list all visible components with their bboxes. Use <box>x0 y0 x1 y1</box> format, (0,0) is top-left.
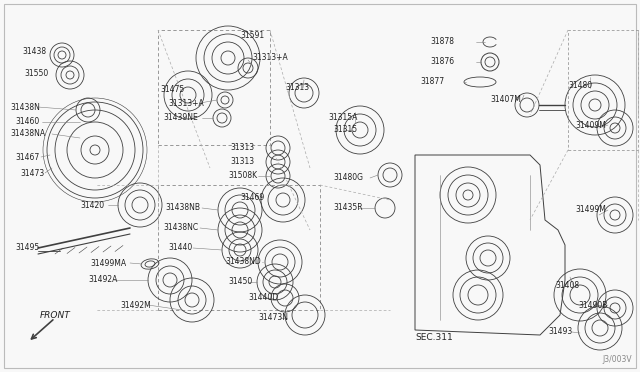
Text: 31435R: 31435R <box>333 203 363 212</box>
Text: 31473N: 31473N <box>258 314 288 323</box>
Text: 31480: 31480 <box>568 80 592 90</box>
Text: 31408: 31408 <box>555 280 579 289</box>
Text: 31313+A: 31313+A <box>252 52 288 61</box>
Text: 31439NE: 31439NE <box>163 113 198 122</box>
Text: 31492A: 31492A <box>88 276 117 285</box>
Text: 31467: 31467 <box>15 153 39 161</box>
Text: 31469: 31469 <box>240 192 264 202</box>
Text: 31878: 31878 <box>430 38 454 46</box>
Text: 31440D: 31440D <box>248 294 278 302</box>
Text: 31438ND: 31438ND <box>225 257 260 266</box>
Text: 31877: 31877 <box>420 77 444 87</box>
Text: 31499M: 31499M <box>575 205 606 215</box>
Text: 31313: 31313 <box>230 157 254 167</box>
Text: 31407M: 31407M <box>490 96 521 105</box>
Bar <box>568 30 638 150</box>
Text: 31313+A: 31313+A <box>168 99 204 108</box>
Bar <box>158 185 320 310</box>
Text: 31313: 31313 <box>285 83 309 93</box>
Text: 31450: 31450 <box>228 278 252 286</box>
Text: J3/003V: J3/003V <box>602 355 632 364</box>
Text: FRONT: FRONT <box>40 311 71 320</box>
Text: 31409M: 31409M <box>575 121 606 129</box>
Text: 31473: 31473 <box>20 169 44 177</box>
Text: 31438N: 31438N <box>10 103 40 112</box>
Text: 31495: 31495 <box>15 244 39 253</box>
Text: 31480G: 31480G <box>333 173 363 183</box>
Text: 31438NB: 31438NB <box>165 203 200 212</box>
Text: 31438NA: 31438NA <box>10 129 45 138</box>
Text: 31438NC: 31438NC <box>163 224 198 232</box>
Text: SEC.311: SEC.311 <box>415 334 452 343</box>
Text: 31315A: 31315A <box>328 113 357 122</box>
Bar <box>158 30 270 145</box>
Text: 31550: 31550 <box>24 70 48 78</box>
Text: 31438: 31438 <box>22 48 46 57</box>
Text: 31460: 31460 <box>15 118 39 126</box>
Text: 31420: 31420 <box>80 201 104 209</box>
Text: 31876: 31876 <box>430 58 454 67</box>
Text: 31499MA: 31499MA <box>90 259 126 267</box>
Text: 31493: 31493 <box>548 327 572 337</box>
Text: 31475: 31475 <box>160 86 184 94</box>
Text: 31313: 31313 <box>230 144 254 153</box>
Text: 31508K: 31508K <box>228 171 257 180</box>
Text: 31440: 31440 <box>168 244 192 253</box>
Text: 31591: 31591 <box>240 31 264 39</box>
Text: 31490B: 31490B <box>578 301 607 310</box>
Text: 31315: 31315 <box>333 125 357 135</box>
Text: 31492M: 31492M <box>120 301 151 310</box>
